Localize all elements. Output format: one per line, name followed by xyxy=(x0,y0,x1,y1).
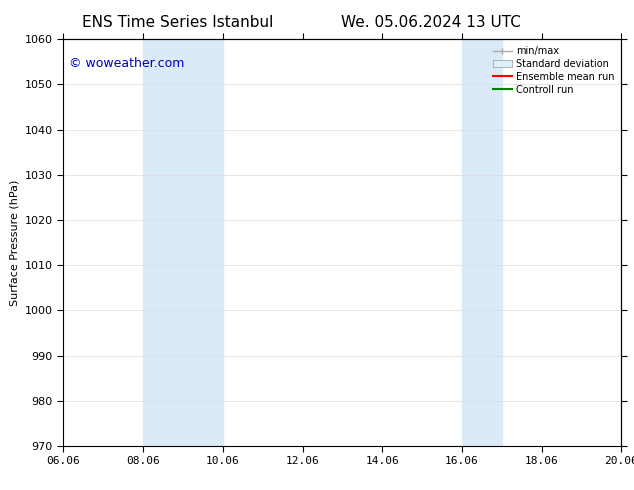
Text: We. 05.06.2024 13 UTC: We. 05.06.2024 13 UTC xyxy=(341,15,521,30)
Bar xyxy=(462,39,501,446)
Bar xyxy=(143,39,223,446)
Legend: min/max, Standard deviation, Ensemble mean run, Controll run: min/max, Standard deviation, Ensemble me… xyxy=(491,44,616,97)
Y-axis label: Surface Pressure (hPa): Surface Pressure (hPa) xyxy=(10,179,19,306)
Text: ENS Time Series Istanbul: ENS Time Series Istanbul xyxy=(82,15,273,30)
Text: © woweather.com: © woweather.com xyxy=(69,57,184,70)
